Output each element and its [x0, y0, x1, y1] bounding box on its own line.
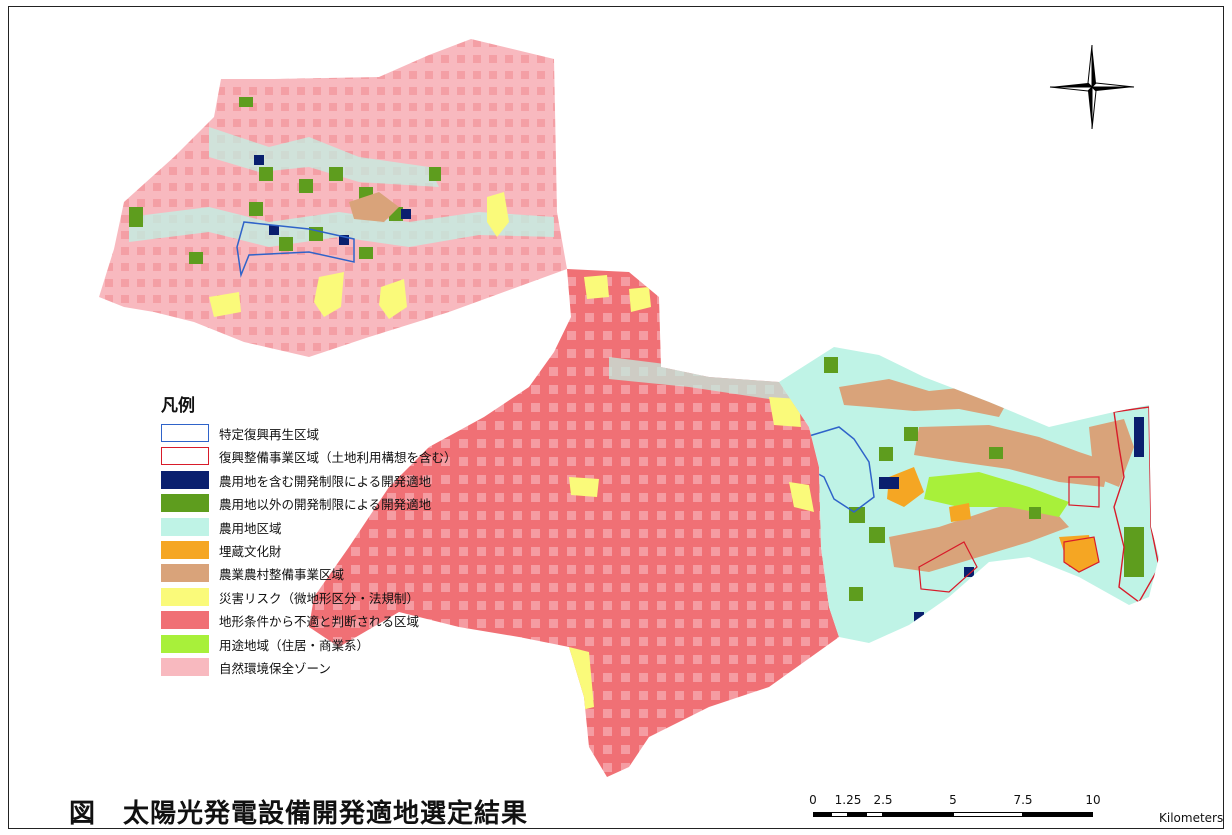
map-region-east: [779, 347, 1159, 643]
legend-swatch: [161, 540, 209, 559]
scale-bar-segment: [830, 812, 848, 817]
scale-bar-segment: [865, 812, 883, 817]
legend-label: 特定復興再生区域: [219, 427, 320, 442]
legend-item: 用途地域（住居・商業系）: [159, 633, 519, 656]
legend-label: 農業農村整備事業区域: [219, 567, 345, 583]
legend-rows: 特定復興再生区域復興整備事業区域（土地利用構想を含む） 農用地を含む開発制限による…: [159, 422, 519, 679]
legend-label: 地形条件から不適と判断される区域: [219, 614, 420, 630]
legend-swatch: [161, 564, 209, 583]
legend-swatch: [161, 447, 209, 466]
map-region-center: [309, 269, 839, 777]
scale-bar-segment: [953, 812, 1023, 817]
legend-item: 地形条件から不適と判断される区域: [159, 609, 519, 632]
scale-bar-segment: [883, 812, 953, 817]
legend-item: 埋蔵文化財: [159, 539, 519, 562]
legend-swatch: [161, 424, 209, 442]
scale-bar-segment: [1023, 812, 1093, 817]
legend-item: 農用地区域: [159, 516, 519, 539]
legend-label: 災害リスク（微地形区分・法規制）: [219, 590, 420, 606]
map-region-west: [99, 39, 567, 357]
scale-bar-segment: [848, 812, 866, 817]
map-frame: 凡例 特定復興再生区域復興整備事業区域（土地利用構想を含む） 農用地を含む開発制限…: [8, 6, 1224, 829]
legend-item: 農用地以外の開発制限による開発適地: [159, 492, 519, 515]
legend-item: 災害リスク（微地形区分・法規制）: [159, 586, 519, 609]
compass-rose-icon: [1049, 44, 1135, 130]
scale-bar-segment: [813, 812, 831, 817]
legend-swatch: [161, 470, 209, 489]
legend-item: 農業農村整備事業区域: [159, 562, 519, 585]
legend-label: 農用地以外の開発制限による開発適地: [219, 497, 432, 513]
legend-swatch: [161, 611, 209, 630]
scale-bar: 0 1.25 2.5 5 7.5 10 Kilometers: [807, 793, 1227, 833]
legend-title: 凡例: [161, 396, 195, 416]
legend-item: 農用地を含む開発制限による開発適地: [159, 469, 519, 492]
scale-bar-tick: 7.5: [1013, 793, 1033, 807]
scale-bar-unit: Kilometers: [1159, 811, 1224, 825]
legend-swatch: [161, 587, 209, 606]
legend-item: 特定復興再生区域: [159, 422, 519, 445]
figure-title: 図 太陽光発電設備開発適地選定結果: [69, 799, 529, 829]
legend-label: 農用地を含む開発制限による開発適地: [219, 473, 432, 489]
map-canvas: [99, 39, 1159, 777]
legend: 凡例 特定復興再生区域復興整備事業区域（土地利用構想を含む） 農用地を含む開発制限…: [159, 391, 519, 679]
legend-label: 用途地域（住居・商業系）: [219, 637, 370, 653]
legend-swatch: [161, 634, 209, 653]
scale-bar-tick: 5: [949, 793, 957, 807]
legend-swatch: [161, 517, 209, 536]
legend-label: 自然環境保全ゾーン: [219, 660, 331, 676]
scale-bar-tick: 10: [1085, 793, 1101, 807]
legend-swatch: [161, 657, 209, 676]
legend-item: 自然環境保全ゾーン: [159, 656, 519, 679]
legend-label: 埋蔵文化財: [219, 543, 282, 559]
scale-bar-tick: 1.25: [834, 793, 862, 807]
legend-label: 復興整備事業区域（土地利用構想を含む）: [219, 450, 457, 466]
scale-bar-tick: 2.5: [873, 793, 893, 807]
legend-label: 農用地区域: [219, 520, 282, 536]
legend-swatch: [161, 494, 209, 513]
scale-bar-tick: 0: [809, 793, 817, 807]
legend-item: 復興整備事業区域（土地利用構想を含む）: [159, 445, 519, 468]
